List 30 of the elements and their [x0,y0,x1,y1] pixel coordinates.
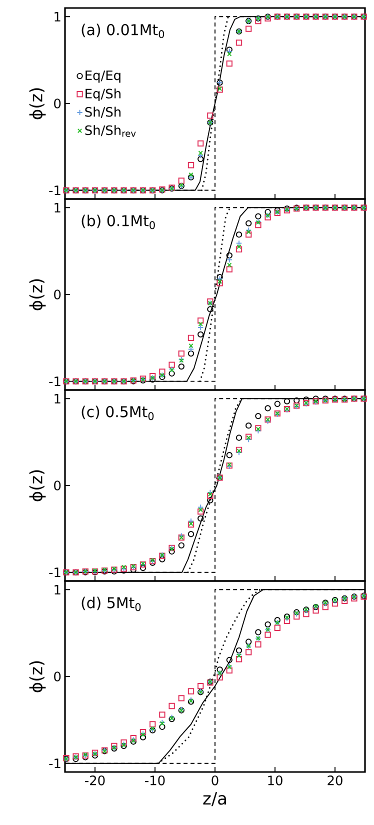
text: (b) 0.1Mt$_{0}$ [82,214,155,230]
legend-label: Sh/Sh [85,106,120,118]
text: (d) 5Mt$_{0}$ [82,596,141,612]
x-tick-label: 10 [268,776,282,786]
y-axis-title: ϕ(z) [29,661,46,692]
legend-label: Sh/Sh$_{rev}$ [85,125,136,137]
y-tick-label: -1 [49,186,60,196]
y-tick-label: 0 [54,98,61,108]
legend-label: Eq/Eq [86,70,120,83]
y-tick-label: 1 [54,394,60,404]
text: (a) 0.01Mt$_{0}$ [82,24,164,38]
y-tick-label: 0 [54,290,61,300]
y-tick-label: 0 [54,480,61,490]
x-tick-label: -10 [145,776,165,786]
y-tick-label: 1 [54,202,60,212]
legend-label: Eq/Sh [86,88,120,101]
x-axis-title: z/a [203,792,226,806]
y-tick-label: 1 [54,584,60,594]
y-tick-label: -1 [49,758,60,768]
y-tick-label: 0 [54,672,61,682]
x-tick-label: 0 [212,776,218,786]
y-tick-label: -1 [49,568,60,578]
y-axis-title: ϕ(z) [29,88,46,120]
x-tick-label: 20 [328,776,342,786]
y-axis-title: ϕ(z) [29,470,46,502]
y-tick-label: 1 [54,12,60,22]
x-tick-label: -20 [85,776,105,786]
y-axis-title: ϕ(z) [29,279,46,310]
y-tick-label: -1 [49,376,60,386]
text: (c) 0.5Mt$_{0}$ [82,406,154,420]
